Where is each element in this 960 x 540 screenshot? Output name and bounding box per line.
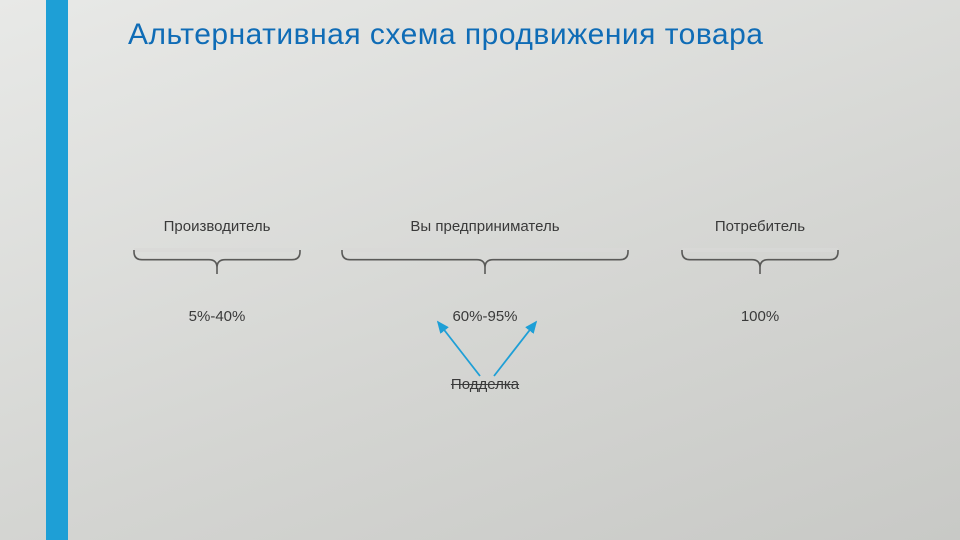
col-label-producer: Производитель: [132, 218, 302, 235]
brace-entrepreneur: [340, 248, 630, 278]
percent-producer: 5%-40%: [132, 308, 302, 325]
percent-entrepreneur: 60%-95%: [340, 308, 630, 325]
col-label-consumer: Потребитель: [680, 218, 840, 235]
col-label-entrepreneur: Вы предприниматель: [340, 218, 630, 235]
accent-bar: [46, 0, 68, 540]
brace-consumer: [680, 248, 840, 278]
brace-producer: [132, 248, 302, 278]
strike-fake: Подделка: [340, 376, 630, 393]
slide-title: Альтернативная схема продвижения товара: [128, 18, 763, 52]
percent-consumer: 100%: [680, 308, 840, 325]
